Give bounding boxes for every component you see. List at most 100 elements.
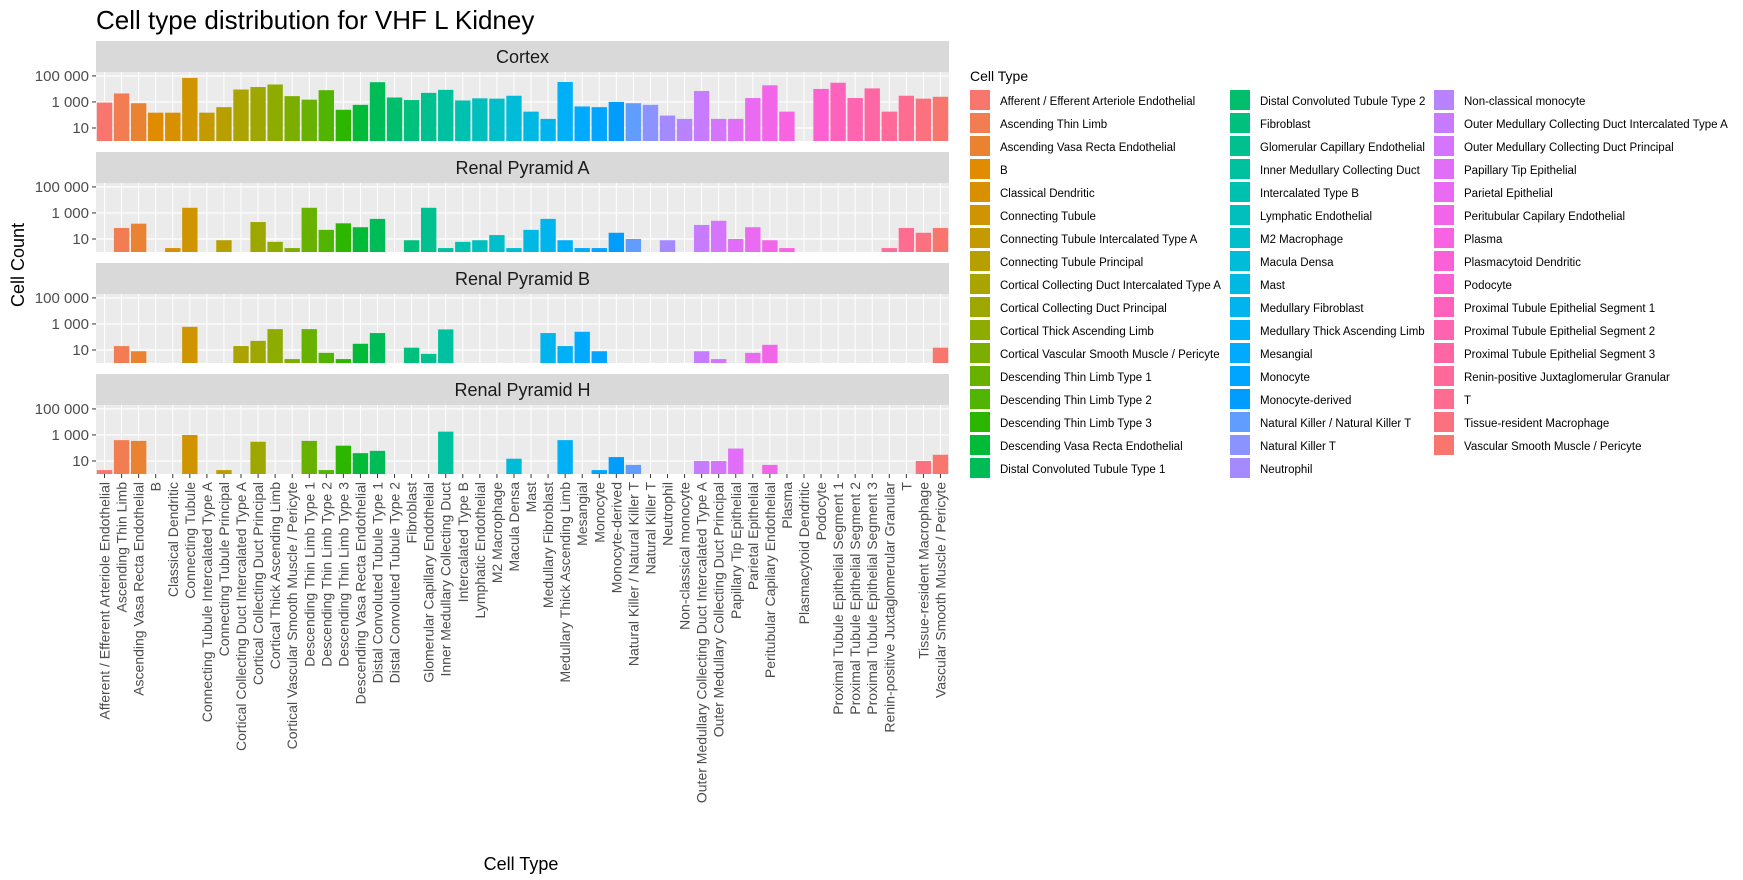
legend-item: Non-classical monocyte (1434, 90, 1585, 110)
legend-label: Descending Thin Limb Type 1 (1000, 372, 1152, 384)
bar (113, 93, 130, 141)
legend-swatch (1230, 90, 1250, 110)
legend-swatch (1434, 320, 1454, 340)
legend-item: Descending Thin Limb Type 1 (970, 366, 1152, 386)
legend-item: Descending Thin Limb Type 3 (970, 412, 1152, 432)
x-tick-label: Connecting Tubule (182, 482, 198, 599)
facet-strip (96, 41, 949, 72)
legend-item: Afferent / Efferent Arteriole Endothelia… (970, 90, 1195, 110)
bar (369, 450, 386, 474)
bar (711, 460, 727, 474)
bar (881, 248, 897, 252)
legend-label: Descending Thin Limb Type 2 (1000, 395, 1152, 407)
x-tick-label: Glomerular Capillary Endothelial (421, 482, 437, 683)
bar (301, 99, 317, 141)
legend-item: Descending Vasa Recta Endothelial (970, 435, 1183, 455)
legend-label: Proximal Tubule Epithelial Segment 2 (1464, 326, 1655, 338)
bar (420, 207, 437, 252)
y-tick-label: 100 000 (35, 68, 89, 85)
bar (557, 346, 573, 363)
legend-item: Renin-positive Juxtaglomerular Granular (1434, 366, 1670, 386)
bar (574, 106, 590, 141)
legend-item: B (970, 159, 1008, 179)
legend-label: Papillary Tip Epithelial (1464, 165, 1577, 177)
legend-item: Medullary Fibroblast (1230, 297, 1364, 317)
bar (881, 111, 897, 141)
legend-label: Lymphatic Endothelial (1260, 211, 1372, 223)
x-tick-labels: Afferent / Efferent Arteriole Endothelia… (97, 474, 948, 803)
x-tick-label: M2 Macrophage (489, 482, 505, 583)
bar (318, 470, 334, 474)
legend-swatch (1434, 182, 1454, 202)
bar (693, 460, 710, 474)
bar (301, 329, 317, 363)
facet-panel: Renal Pyramid B 10 1 000 100 000 (35, 263, 949, 363)
x-tick-label: Proximal Tubule Epithelial Segment 3 (864, 482, 880, 715)
bar (130, 103, 147, 141)
y-tick-label: 10 (72, 453, 89, 470)
bar (932, 454, 949, 474)
bar (659, 240, 676, 252)
bar (284, 248, 300, 252)
plot-panel (96, 183, 949, 252)
legend-item: Intercalated Type B (1230, 182, 1359, 202)
facet-strip-label: Renal Pyramid A (455, 158, 589, 178)
bar (335, 359, 352, 363)
bar (130, 223, 147, 252)
x-tick-label: Papillary Tip Epithelial (728, 482, 744, 619)
bar (386, 97, 403, 141)
legend-label: Plasmacytoid Dendritic (1464, 257, 1581, 269)
legend-swatch (970, 343, 990, 363)
bar (369, 82, 386, 141)
bar (711, 359, 727, 363)
legend-label: Mast (1260, 280, 1286, 292)
legend-swatch (970, 389, 990, 409)
legend-swatch (1230, 458, 1250, 478)
bar (625, 464, 642, 474)
bar (574, 331, 590, 363)
legend-item: Distal Convoluted Tubule Type 2 (1230, 90, 1425, 110)
bar (250, 340, 266, 363)
legend-item: Cortical Thick Ascending Limb (970, 320, 1154, 340)
legend-label: Macula Densa (1260, 257, 1334, 269)
x-tick-label: Podocyte (813, 482, 829, 541)
legend-swatch (1434, 228, 1454, 248)
legend-swatch (1434, 251, 1454, 271)
bar (165, 112, 181, 141)
x-tick-label: Neutrophil (660, 482, 676, 546)
bar (233, 89, 249, 141)
legend-title: Cell Type (970, 68, 1028, 84)
bar (847, 98, 863, 141)
bar (284, 359, 300, 363)
bar (216, 107, 232, 141)
bar (472, 98, 488, 141)
bar (438, 248, 454, 252)
facet-strip-label: Renal Pyramid B (455, 269, 590, 289)
x-tick-label: Inner Medullary Collecting Duct (438, 482, 454, 677)
bar (113, 346, 130, 363)
legend-swatch (1230, 251, 1250, 271)
legend-swatch (970, 458, 990, 478)
legend-item: Mast (1230, 274, 1286, 294)
y-tick-label: 10 (72, 342, 89, 359)
legend-label: Mesangial (1260, 349, 1312, 361)
facet-strip-label: Renal Pyramid H (454, 380, 590, 400)
legend-item: Proximal Tubule Epithelial Segment 1 (1434, 297, 1655, 317)
legend-item: Plasmacytoid Dendritic (1434, 251, 1581, 271)
bar (335, 109, 352, 141)
legend-label: Classical Dendritic (1000, 188, 1095, 200)
legend-swatch (1230, 205, 1250, 225)
legend-swatch (1230, 320, 1250, 340)
x-tick-label: Monocyte (591, 482, 607, 543)
legend-label: Proximal Tubule Epithelial Segment 1 (1464, 303, 1655, 315)
bar (762, 464, 778, 474)
bar (591, 351, 607, 363)
legend-item: Connecting Tubule Principal (970, 251, 1143, 271)
bar (693, 351, 710, 363)
facet-strip (96, 263, 949, 294)
facet-strip-label: Cortex (496, 47, 549, 67)
legend-swatch (1230, 159, 1250, 179)
facet-panel: Renal Pyramid H 10 1 000 100 000 (35, 374, 949, 474)
legend-item: Parietal Epithelial (1434, 182, 1553, 202)
bar (335, 445, 352, 474)
